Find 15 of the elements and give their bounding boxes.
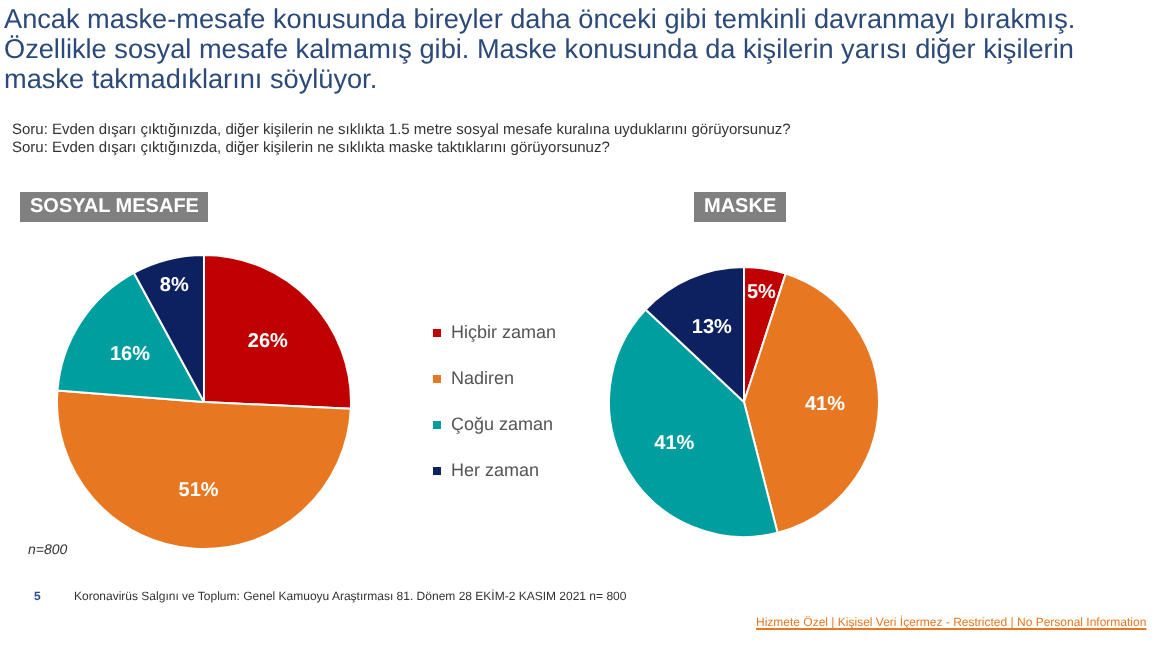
legend-label: Çoğu zaman [450,413,554,434]
chart-title: MASKE [694,192,787,222]
data-label: 5% [746,282,776,305]
legend-label: Nadiren [450,367,515,388]
chart-title: SOSYAL MESAFE [20,192,209,222]
legend-label: Hiçbir zaman [450,321,556,342]
data-label: 8% [159,274,189,297]
data-label: 26% [247,330,289,353]
data-label: 13% [691,317,733,340]
data-label: 41% [654,432,695,455]
legend-label: Her zaman [450,459,539,480]
data-label: 41% [804,394,846,417]
text: Ancak maske-mesafe konusunda bireyler daha önceki gibi temkinli davranmayı bırakmış. Özellikle sosyal mesafe kalmamış gibi. Maske konusunda da kişilerin yarısı diğer kişilerin maske takmadıklarını söylüyor. [4,4,1078,94]
data-label: 16% [109,343,151,366]
data-label: 51% [178,479,219,502]
